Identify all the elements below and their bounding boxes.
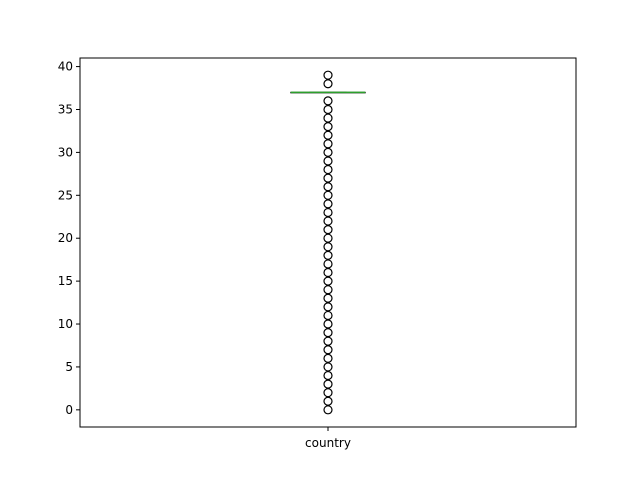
x-axis: country (305, 427, 351, 450)
y-tick-label: 15 (58, 274, 73, 288)
y-axis: 0 5 10 15 20 25 30 35 40 (58, 60, 80, 417)
boxes (290, 91, 366, 94)
x-tick-label: country (305, 436, 351, 450)
outlier-point (323, 96, 333, 106)
y-tick-label: 30 (58, 145, 73, 159)
y-tick-label: 0 (65, 403, 73, 417)
y-tick-label: 40 (58, 60, 73, 74)
outliers (323, 70, 333, 415)
y-tick-label: 25 (58, 188, 73, 202)
y-tick-label: 35 (58, 102, 73, 116)
y-tick-label: 20 (58, 231, 73, 245)
y-tick-label: 5 (65, 360, 73, 374)
outlier-point (323, 70, 333, 80)
y-tick-label: 10 (58, 317, 73, 331)
